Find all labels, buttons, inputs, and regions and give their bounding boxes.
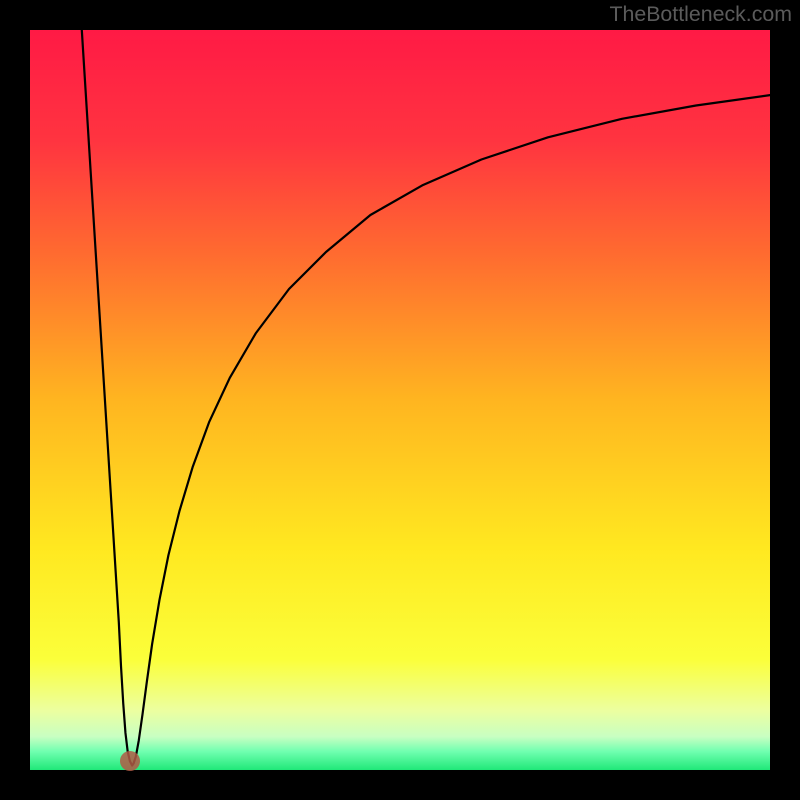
optimal-point-marker: [120, 751, 140, 771]
attribution-label: TheBottleneck.com: [609, 2, 792, 27]
background-gradient: [30, 30, 770, 770]
chart-root: TheBottleneck.com: [0, 0, 800, 800]
plot-area: [30, 30, 770, 770]
